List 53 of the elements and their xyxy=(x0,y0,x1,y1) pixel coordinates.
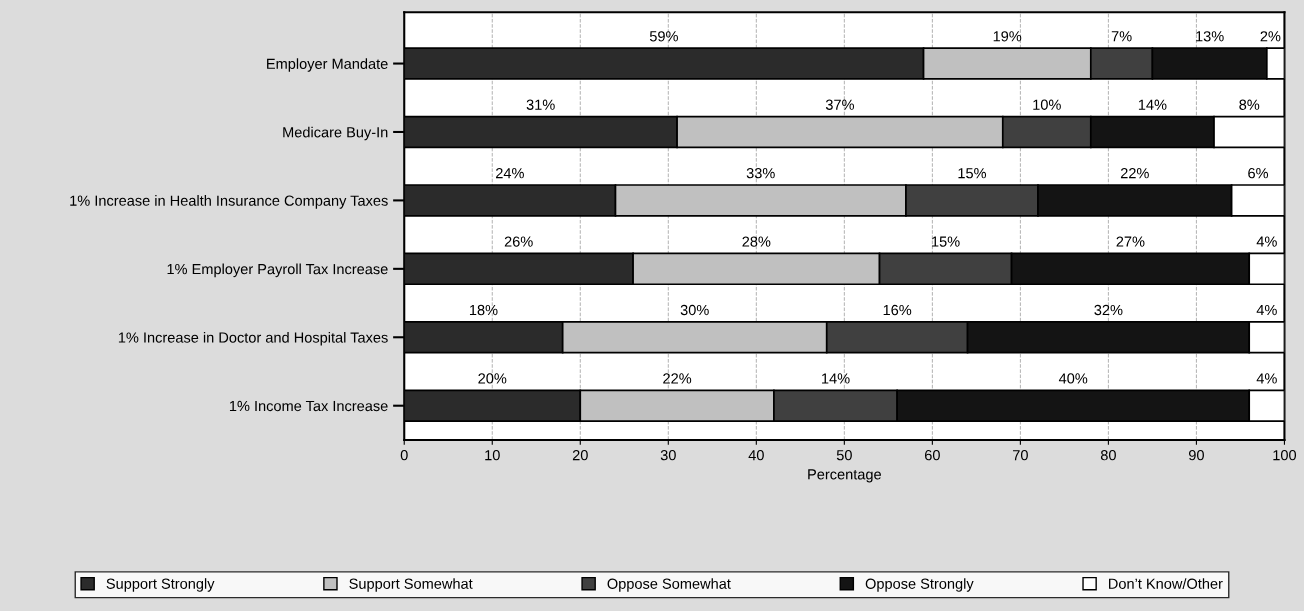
data-label: 32% xyxy=(1094,304,1123,316)
legend-label: Don’t Know/Other xyxy=(1109,578,1223,589)
data-label: 24% xyxy=(496,167,524,179)
data-label: 20% xyxy=(478,373,507,384)
data-label: 10% xyxy=(1033,99,1061,110)
data-label: 16% xyxy=(883,304,912,316)
data-label: 4% xyxy=(1256,373,1277,384)
x-tick-label: 70 xyxy=(1013,450,1028,461)
x-tick-label: 30 xyxy=(660,450,676,461)
x-tick-label: 80 xyxy=(1100,450,1116,461)
data-label: 22% xyxy=(663,373,692,384)
data-label: 33% xyxy=(746,167,775,179)
data-label: 8% xyxy=(1239,99,1260,110)
data-label: 15% xyxy=(932,236,960,247)
y-tick-label: Medicare Buy-In xyxy=(283,126,388,141)
data-label: 6% xyxy=(1248,167,1269,179)
x-tick-label: 60 xyxy=(924,450,940,461)
x-tick-label: 50 xyxy=(836,450,852,461)
data-label: 26% xyxy=(504,236,533,247)
data-label: 30% xyxy=(680,304,709,316)
data-label: 2% xyxy=(1260,31,1281,42)
data-label: 4% xyxy=(1256,304,1277,316)
legend-label: Oppose Somewhat xyxy=(607,578,731,592)
data-label: 37% xyxy=(825,99,855,110)
y-tick-label: 1% Increase in Health Insurance Company Taxes xyxy=(70,195,388,209)
data-label: 15% xyxy=(958,168,987,179)
data-label: 19% xyxy=(993,31,1022,42)
data-label: 22% xyxy=(1120,167,1149,179)
legend-label: Support Somewhat xyxy=(349,578,473,592)
legend-label: Support Strongly xyxy=(106,578,215,592)
x-tick-label: 20 xyxy=(572,450,588,461)
data-label: 40% xyxy=(1058,373,1088,384)
legend-label: Oppose Strongly xyxy=(865,578,974,592)
data-label: 14% xyxy=(1138,99,1167,110)
y-tick-label: 1% Employer Payroll Tax Increase xyxy=(167,263,388,278)
data-label: 18% xyxy=(469,304,498,316)
data-label: 31% xyxy=(526,99,555,110)
data-label: 59% xyxy=(649,31,678,42)
y-tick-label: 1% Increase in Doctor and Hospital Taxes xyxy=(118,331,388,346)
data-label: 27% xyxy=(1116,236,1145,247)
x-tick-label: 100 xyxy=(1273,450,1297,461)
x-tick-label: 40 xyxy=(748,450,764,461)
data-label: 28% xyxy=(742,236,771,247)
x-tick-label: 90 xyxy=(1188,450,1204,461)
data-label: 4% xyxy=(1256,236,1277,247)
x-tick-label: 0 xyxy=(400,450,408,461)
data-label: 13% xyxy=(1196,31,1224,42)
y-tick-label: Employer Mandate xyxy=(267,58,388,72)
x-tick-label: 10 xyxy=(485,450,500,461)
data-label: 7% xyxy=(1111,31,1132,42)
x-axis-title: Percentage xyxy=(808,469,881,483)
y-tick-label: 1% Income Tax Increase xyxy=(229,400,388,412)
data-label: 14% xyxy=(822,373,850,384)
